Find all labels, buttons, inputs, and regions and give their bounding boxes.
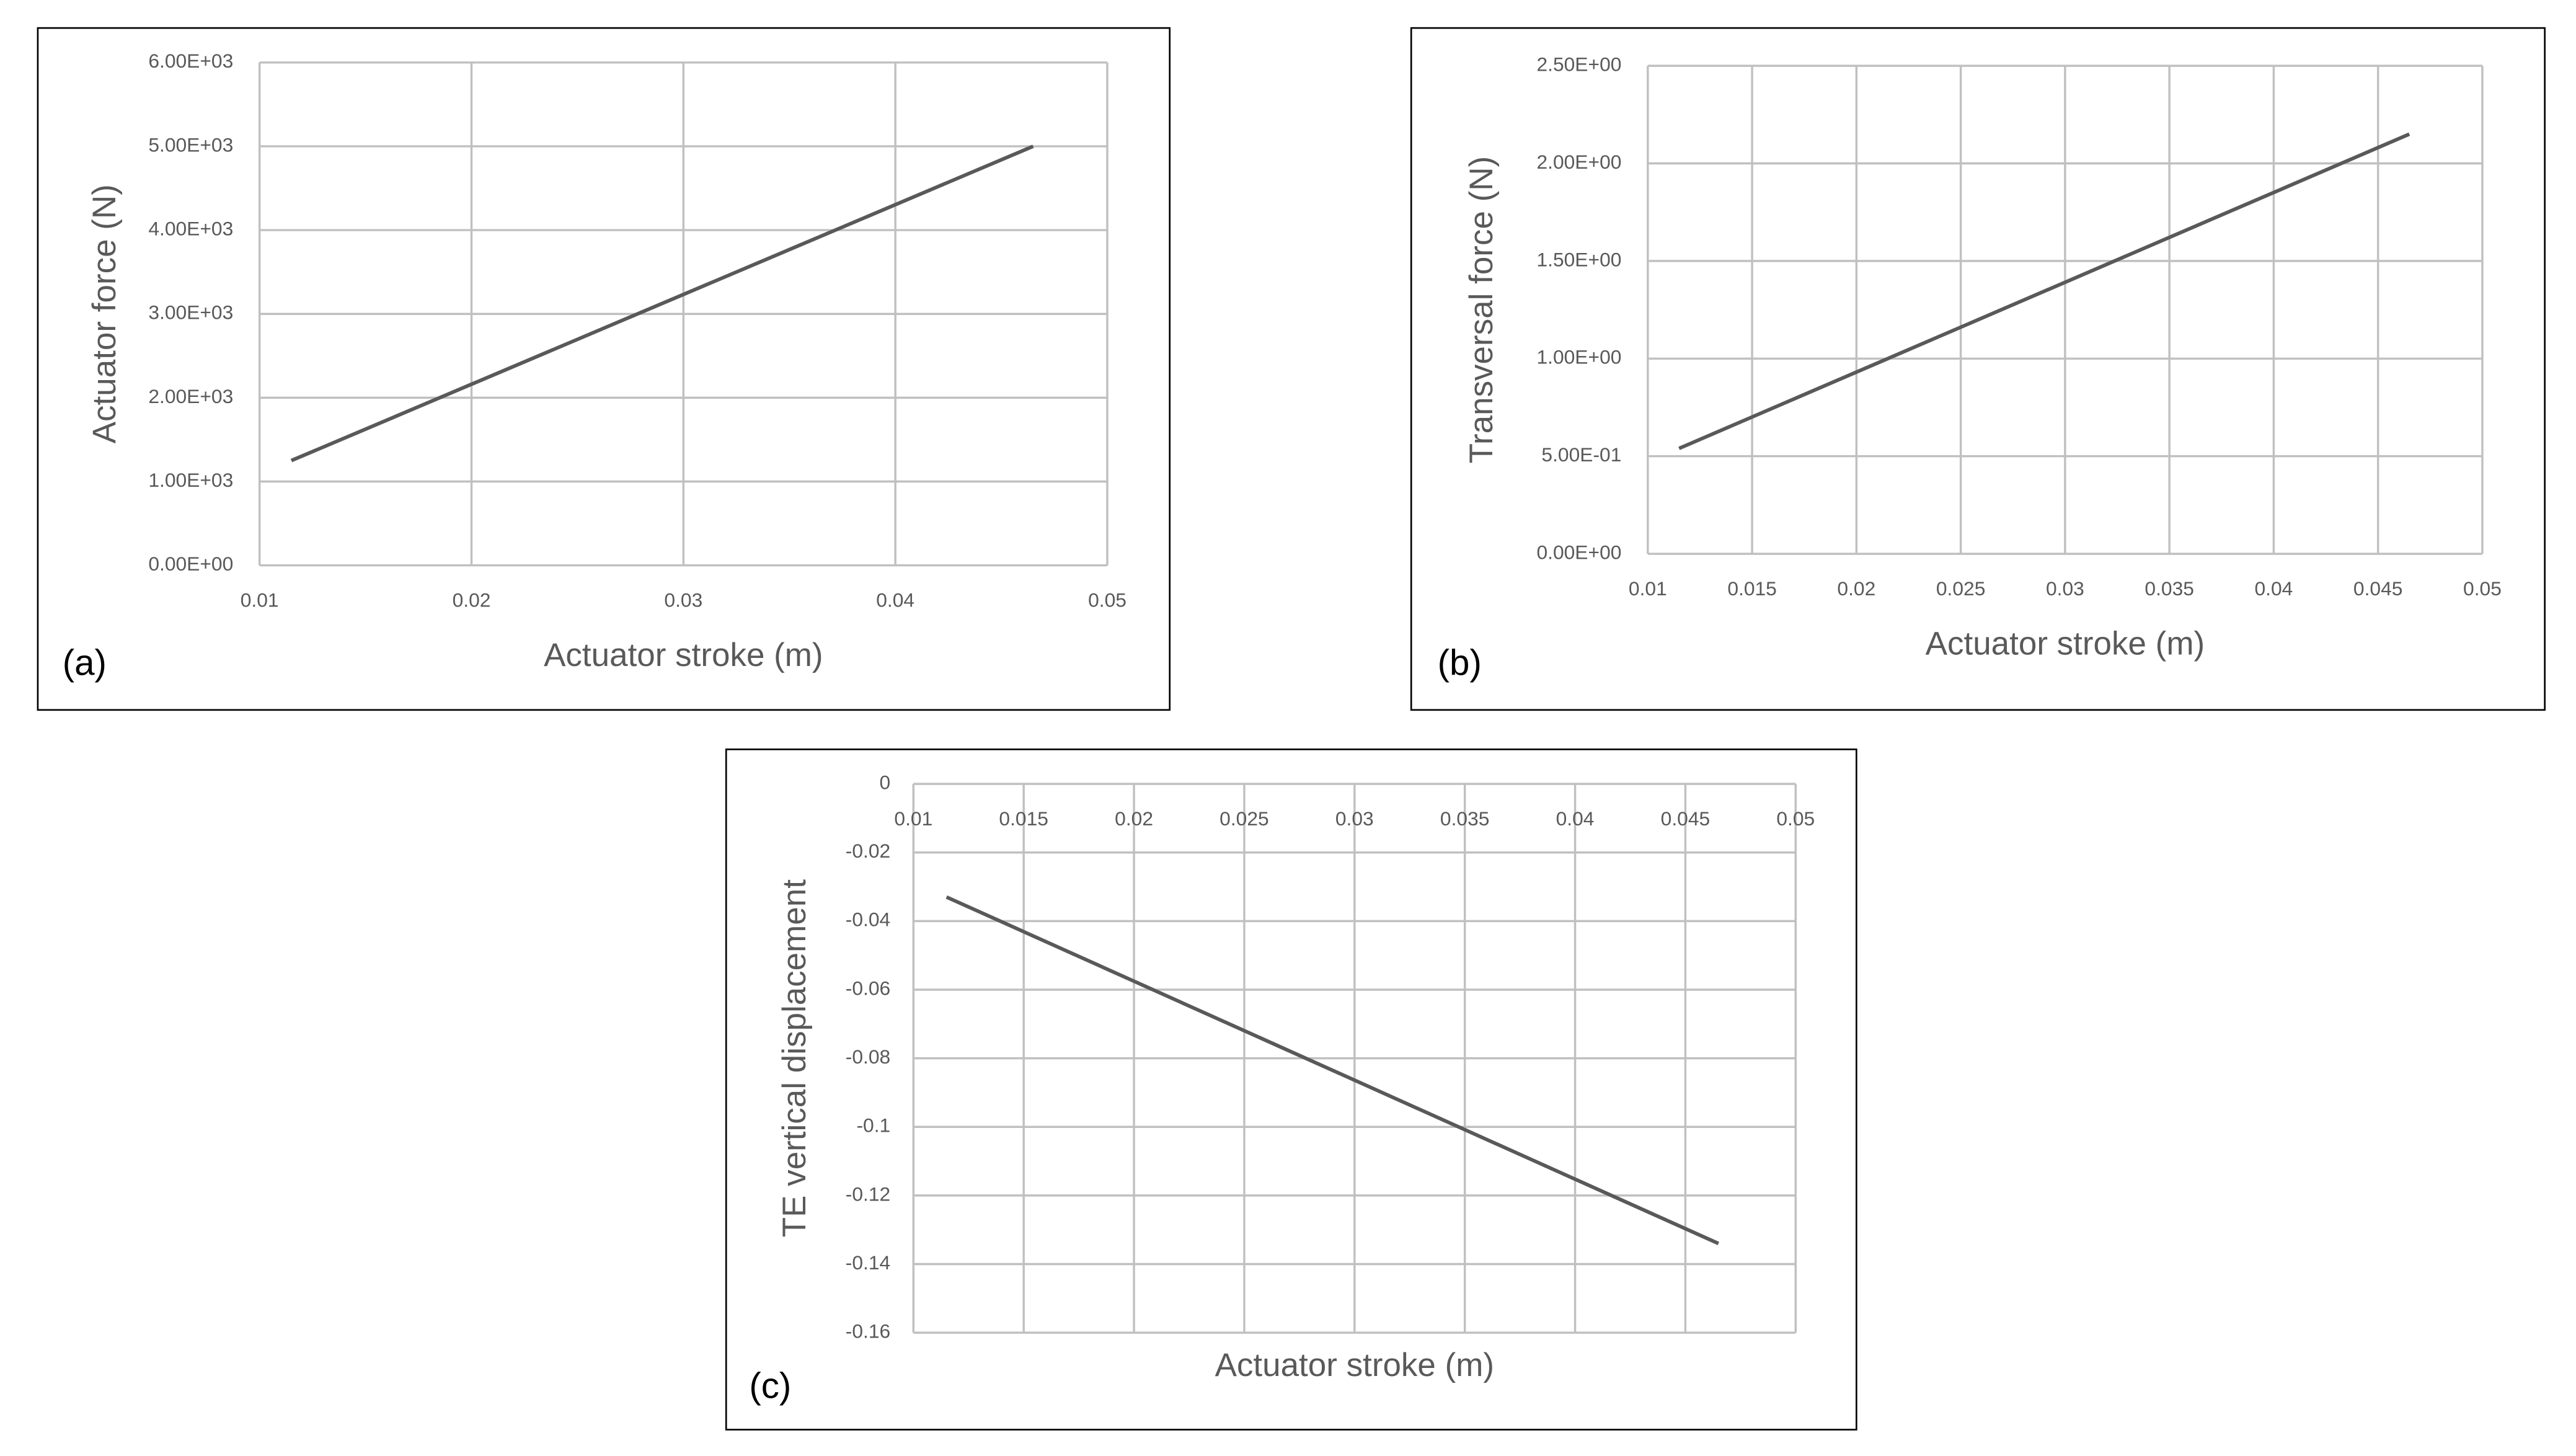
x-tick-label: 0.01	[894, 807, 932, 830]
x-tick-label: 0.035	[2144, 577, 2194, 600]
data-line	[290, 144, 1034, 463]
data-line	[1678, 132, 2410, 450]
y-tick-label: 5.00E-01	[1541, 443, 1621, 466]
x-tick-label: 0.03	[1335, 807, 1374, 830]
x-tick-label: 0.015	[999, 807, 1048, 830]
y-tick-label: 2.50E+00	[1536, 53, 1621, 75]
y-tick-label: 6.00E+03	[148, 50, 233, 72]
chart-panel: 0.00E+00 1.00E+03 2.00E+03 3.00E+03 4.00E+03…	[37, 27, 1171, 711]
x-tick-label: 0.025	[1936, 577, 1986, 600]
x-tick-label: 0.01	[241, 588, 279, 611]
y-tick-label: 1.50E+00	[1536, 248, 1621, 270]
y-tick-label: -0.06	[846, 977, 890, 999]
x-tick-label: 0.015	[1727, 577, 1777, 600]
x-tick-label: 0.03	[2046, 577, 2084, 600]
panel-frame	[1410, 27, 2546, 711]
x-tick-label: 0.045	[2353, 577, 2403, 600]
y-axis-label: Actuator force (N)	[86, 184, 123, 443]
y-tick-label: 3.00E+03	[148, 301, 233, 324]
x-tick-label: 0.02	[453, 588, 491, 611]
x-axis-label: Actuator stroke (m)	[544, 637, 823, 673]
panel-frame	[725, 748, 1857, 1431]
y-tick-label: -0.12	[846, 1183, 890, 1205]
y-tick-label: 0	[880, 771, 891, 793]
panel-label: (c)	[749, 1366, 791, 1406]
x-axis-label: Actuator stroke (m)	[1215, 1347, 1494, 1383]
panel-frame	[37, 27, 1171, 711]
x-tick-label: 0.04	[876, 588, 914, 611]
y-tick-label: -0.04	[846, 908, 890, 931]
y-tick-label: -0.14	[846, 1251, 890, 1274]
y-tick-label: -0.08	[846, 1045, 890, 1068]
chart-panel: 0 -0.02 -0.04 -0.06 -0.08 -0.1 -0.12 -0.14 -0.16…	[725, 748, 1857, 1431]
y-tick-label: 2.00E+03	[148, 385, 233, 407]
y-tick-label: -0.1	[856, 1114, 890, 1137]
y-tick-label: -0.16	[846, 1320, 890, 1343]
y-tick-label: 2.00E+00	[1536, 151, 1621, 173]
y-tick-label: 1.00E+03	[148, 469, 233, 491]
y-tick-label: 5.00E+03	[148, 133, 233, 156]
panel-label: (a)	[63, 643, 107, 683]
x-tick-label: 0.04	[2254, 577, 2293, 600]
y-tick-label: 0.00E+00	[148, 553, 233, 575]
x-tick-label: 0.025	[1219, 807, 1269, 830]
x-tick-label: 0.05	[1088, 588, 1126, 611]
x-tick-label: 0.03	[664, 588, 702, 611]
y-tick-label: 0.00E+00	[1536, 541, 1621, 564]
y-axis-label: TE vertical displacement	[776, 879, 813, 1237]
y-tick-label: 4.00E+03	[148, 217, 233, 239]
data-line	[945, 895, 1719, 1245]
x-tick-label: 0.035	[1440, 807, 1490, 830]
panel-label: (b)	[1438, 643, 1482, 683]
x-tick-label: 0.02	[1115, 807, 1153, 830]
x-tick-label: 0.05	[2463, 577, 2502, 600]
x-axis-label: Actuator stroke (m)	[1926, 626, 2205, 662]
x-tick-label: 0.02	[1837, 577, 1875, 600]
chart-panel: 0.00E+00 5.00E-01 1.00E+00 1.50E+00 2.00E+00…	[1410, 27, 2546, 711]
x-tick-label: 0.05	[1776, 807, 1815, 830]
y-axis-label: Transversal force (N)	[1463, 156, 1500, 464]
x-tick-label: 0.01	[1629, 577, 1667, 600]
x-tick-label: 0.04	[1556, 807, 1595, 830]
y-tick-label: 1.00E+00	[1536, 346, 1621, 368]
x-tick-label: 0.045	[1661, 807, 1711, 830]
y-tick-label: -0.02	[846, 840, 890, 862]
